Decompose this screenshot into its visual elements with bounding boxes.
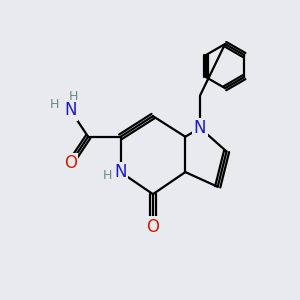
- Text: N: N: [114, 163, 127, 181]
- Text: H: H: [50, 98, 59, 111]
- Text: N: N: [194, 119, 206, 137]
- Text: H: H: [69, 91, 78, 103]
- Text: O: O: [146, 218, 159, 236]
- Text: H: H: [103, 169, 112, 182]
- Text: O: O: [64, 154, 77, 172]
- Text: N: N: [64, 101, 77, 119]
